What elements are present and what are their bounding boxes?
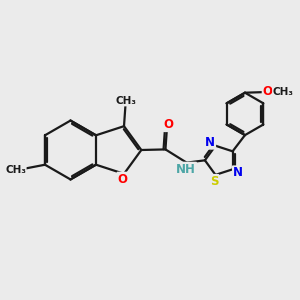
Text: S: S [210, 175, 218, 188]
Text: N: N [233, 166, 243, 179]
Text: O: O [164, 118, 174, 131]
Text: NH: NH [176, 163, 196, 176]
Text: CH₃: CH₃ [273, 86, 294, 97]
Text: N: N [205, 136, 215, 149]
Text: O: O [118, 172, 128, 186]
Text: CH₃: CH₃ [5, 165, 26, 175]
Text: CH₃: CH₃ [116, 96, 136, 106]
Text: O: O [262, 85, 273, 98]
